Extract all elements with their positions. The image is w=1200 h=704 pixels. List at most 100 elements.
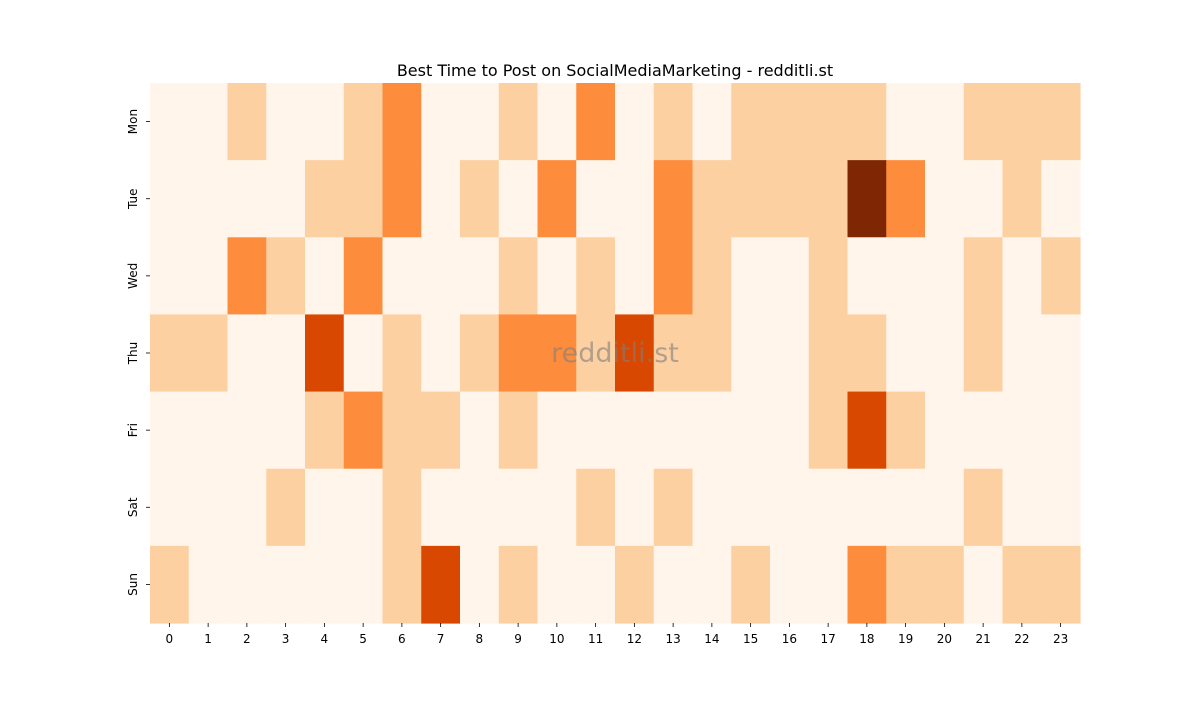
heatmap-cell-tue-16 bbox=[770, 160, 810, 238]
heatmap-cell-tue-0 bbox=[150, 160, 190, 238]
heatmap-cell-mon-19 bbox=[886, 83, 926, 161]
heatmap-cell-wed-9 bbox=[498, 237, 539, 316]
heatmap-cell-sun-6 bbox=[382, 545, 422, 624]
heatmap-cell-thu-13 bbox=[653, 314, 694, 393]
y-tick-label-fri: Fri bbox=[126, 423, 140, 437]
heatmap-cell-sat-22 bbox=[1002, 468, 1042, 547]
x-tick-label-20: 20 bbox=[937, 632, 952, 646]
x-tick-label-0: 0 bbox=[166, 632, 174, 646]
heatmap-cell-tue-20 bbox=[925, 160, 965, 238]
heatmap-cell-wed-15 bbox=[731, 237, 771, 316]
heatmap-cell-tue-7 bbox=[421, 160, 461, 238]
heatmap-cell-thu-5 bbox=[343, 314, 384, 393]
heatmap-cell-fri-21 bbox=[963, 391, 1004, 470]
x-tick-label-9: 9 bbox=[514, 632, 522, 646]
heatmap-cell-sat-3 bbox=[266, 468, 306, 547]
heatmap-cell-fri-20 bbox=[925, 391, 965, 470]
heatmap-cell-fri-13 bbox=[653, 391, 694, 470]
heatmap-cell-sat-15 bbox=[731, 468, 771, 547]
heatmap-cell-sun-20 bbox=[925, 545, 965, 624]
heatmap-cell-thu-8 bbox=[460, 314, 500, 393]
heatmap-cell-fri-11 bbox=[576, 391, 616, 470]
x-tick-label-10: 10 bbox=[549, 632, 564, 646]
heatmap-cell-wed-14 bbox=[692, 237, 732, 316]
heatmap-cell-sat-8 bbox=[460, 468, 500, 547]
heatmap-cell-wed-10 bbox=[537, 237, 577, 316]
x-tick-label-18: 18 bbox=[859, 632, 874, 646]
heatmap-cell-mon-0 bbox=[150, 83, 190, 161]
heatmap-cell-sun-3 bbox=[266, 545, 306, 624]
heatmap-cell-thu-9 bbox=[498, 314, 539, 393]
x-tick-label-15: 15 bbox=[743, 632, 758, 646]
heatmap-cell-tue-18 bbox=[847, 160, 887, 238]
x-tick-label-5: 5 bbox=[359, 632, 367, 646]
heatmap-cell-wed-19 bbox=[886, 237, 926, 316]
heatmap-cell-sun-5 bbox=[343, 545, 384, 624]
heatmap-cell-thu-0 bbox=[150, 314, 190, 393]
heatmap-cell-mon-11 bbox=[576, 83, 616, 161]
heatmap-cell-wed-6 bbox=[382, 237, 422, 316]
heatmap-cell-mon-12 bbox=[615, 83, 655, 161]
heatmap-cell-tue-21 bbox=[963, 160, 1004, 238]
heatmap-cell-sat-16 bbox=[770, 468, 810, 547]
heatmap-cell-sat-19 bbox=[886, 468, 926, 547]
heatmap-cell-sat-17 bbox=[808, 468, 849, 547]
heatmap-cell-mon-14 bbox=[692, 83, 732, 161]
heatmap-cell-tue-22 bbox=[1002, 160, 1042, 238]
heatmap-cell-wed-8 bbox=[460, 237, 500, 316]
heatmap-cell-fri-9 bbox=[498, 391, 539, 470]
heatmap-cell-wed-7 bbox=[421, 237, 461, 316]
y-axis: Mon Tue Wed Thu Fri Sat Sun bbox=[126, 109, 150, 596]
heatmap-cell-mon-23 bbox=[1041, 83, 1081, 161]
heatmap-cell-sat-4 bbox=[305, 468, 345, 547]
heatmap-cell-fri-2 bbox=[227, 391, 267, 470]
heatmap-cell-mon-5 bbox=[343, 83, 384, 161]
heatmap-cell-tue-5 bbox=[343, 160, 384, 238]
heatmap-cell-sun-13 bbox=[653, 545, 694, 624]
y-tick-label-tue: Tue bbox=[126, 188, 140, 210]
heatmap-cell-sun-2 bbox=[227, 545, 267, 624]
heatmap-cell-tue-8 bbox=[460, 160, 500, 238]
heatmap-cell-thu-19 bbox=[886, 314, 926, 393]
x-tick-label-13: 13 bbox=[665, 632, 680, 646]
x-tick-label-3: 3 bbox=[282, 632, 290, 646]
heatmap-cell-wed-17 bbox=[808, 237, 849, 316]
x-tick-label-19: 19 bbox=[898, 632, 913, 646]
heatmap-cell-fri-18 bbox=[847, 391, 887, 470]
heatmap-cell-tue-4 bbox=[305, 160, 345, 238]
heatmap-cell-mon-7 bbox=[421, 83, 461, 161]
x-tick-label-12: 12 bbox=[627, 632, 642, 646]
heatmap-cell-tue-1 bbox=[188, 160, 229, 238]
heatmap-cell-sat-13 bbox=[653, 468, 694, 547]
heatmap-cell-sat-23 bbox=[1041, 468, 1081, 547]
heatmap-cell-fri-23 bbox=[1041, 391, 1081, 470]
heatmap-cell-thu-6 bbox=[382, 314, 422, 393]
heatmap-cell-sun-1 bbox=[188, 545, 229, 624]
heatmap-cell-sun-9 bbox=[498, 545, 539, 624]
x-tick-label-4: 4 bbox=[321, 632, 329, 646]
heatmap-cell-fri-4 bbox=[305, 391, 345, 470]
heatmap-cell-sun-10 bbox=[537, 545, 577, 624]
watermark-text: redditli.st bbox=[551, 338, 679, 369]
heatmap-cell-wed-18 bbox=[847, 237, 887, 316]
x-tick-label-6: 6 bbox=[398, 632, 406, 646]
heatmap-cell-wed-12 bbox=[615, 237, 655, 316]
x-tick-label-8: 8 bbox=[476, 632, 484, 646]
heatmap-cell-mon-1 bbox=[188, 83, 229, 161]
heatmap-cell-wed-22 bbox=[1002, 237, 1042, 316]
heatmap-cell-fri-5 bbox=[343, 391, 384, 470]
heatmap-cell-sat-14 bbox=[692, 468, 732, 547]
heatmap-cell-fri-14 bbox=[692, 391, 732, 470]
heatmap-cell-thu-14 bbox=[692, 314, 732, 393]
heatmap-cell-mon-8 bbox=[460, 83, 500, 161]
heatmap-cell-fri-10 bbox=[537, 391, 577, 470]
heatmap-cell-wed-11 bbox=[576, 237, 616, 316]
heatmap-cell-mon-20 bbox=[925, 83, 965, 161]
heatmap-cells bbox=[150, 83, 1081, 624]
heatmap-cell-sun-21 bbox=[963, 545, 1004, 624]
heatmap-cell-sun-11 bbox=[576, 545, 616, 624]
heatmap-cell-sat-2 bbox=[227, 468, 267, 547]
heatmap-cell-mon-16 bbox=[770, 83, 810, 161]
heatmap-cell-thu-12 bbox=[615, 314, 655, 393]
